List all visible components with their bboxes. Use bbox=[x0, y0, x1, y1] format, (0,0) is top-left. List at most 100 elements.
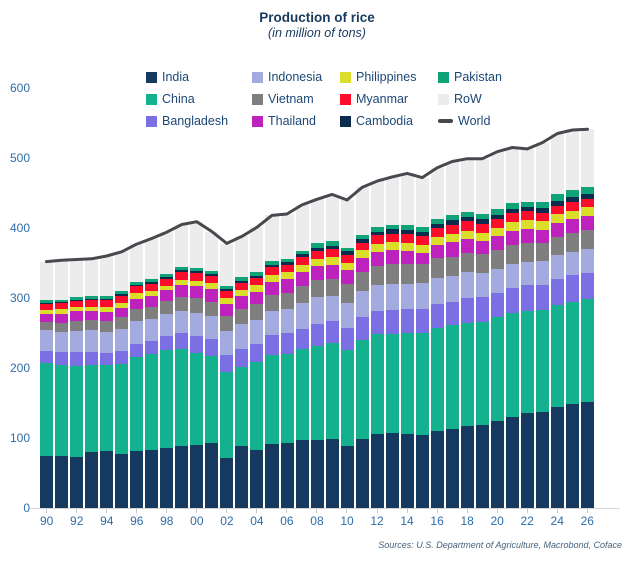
segment-india-2014 bbox=[400, 434, 414, 508]
segment-china-2007 bbox=[295, 349, 309, 441]
segment-myanmar-2021 bbox=[505, 213, 519, 223]
segment-cambodia-1996 bbox=[130, 284, 144, 287]
segment-india-2023 bbox=[536, 411, 550, 508]
segment-myanmar-2013 bbox=[385, 233, 399, 242]
legend-label: Bangladesh bbox=[162, 114, 229, 128]
segment-china-2025 bbox=[566, 301, 580, 404]
segment-bangladesh-2016 bbox=[430, 303, 444, 328]
legend-swatch-thailand bbox=[252, 115, 263, 127]
x-slot-2015 bbox=[416, 509, 429, 528]
segment-bangladesh-2011 bbox=[355, 316, 369, 341]
segment-indonesia-2013 bbox=[385, 284, 399, 310]
legend-label: India bbox=[162, 70, 190, 84]
legend-item-row: RoW bbox=[438, 92, 502, 106]
segment-pakistan-2024 bbox=[551, 194, 565, 202]
segment-bangladesh-1995 bbox=[115, 351, 129, 364]
segment-row-2023 bbox=[536, 142, 550, 202]
x-axis-line bbox=[30, 508, 620, 509]
segment-row-1991 bbox=[55, 260, 69, 300]
segment-bangladesh-2014 bbox=[400, 308, 414, 333]
segment-china-2000 bbox=[190, 353, 204, 446]
segment-thailand-2017 bbox=[445, 242, 459, 257]
legend-swatch-indonesia bbox=[252, 71, 263, 83]
segment-indonesia-2014 bbox=[400, 283, 414, 309]
legend-swatch-bangladesh bbox=[146, 115, 157, 127]
legend-swatch-india bbox=[146, 71, 157, 83]
segment-thailand-1996 bbox=[130, 298, 144, 309]
segment-india-2025 bbox=[566, 403, 580, 508]
x-slot-2024: 24 bbox=[551, 509, 564, 528]
segment-indonesia-2023 bbox=[536, 261, 550, 285]
segment-myanmar-1997 bbox=[145, 283, 159, 291]
segment-china-2023 bbox=[536, 310, 550, 412]
x-tick-label-90: 90 bbox=[40, 514, 54, 528]
segment-row-2006 bbox=[280, 214, 294, 259]
segment-china-2013 bbox=[385, 333, 399, 434]
segment-cambodia-2004 bbox=[250, 275, 264, 278]
segment-philippines-2011 bbox=[355, 250, 369, 258]
segment-china-2021 bbox=[505, 313, 519, 418]
x-slot-1995 bbox=[115, 509, 128, 528]
segment-bangladesh-2020 bbox=[490, 292, 504, 318]
segment-row-2019 bbox=[475, 158, 489, 215]
x-tick bbox=[136, 509, 138, 513]
y-tick-label-0: 0 bbox=[23, 501, 30, 515]
segment-vietnam-2009 bbox=[325, 278, 339, 296]
segment-philippines-2018 bbox=[460, 230, 474, 239]
segment-india-2004 bbox=[250, 449, 264, 508]
x-tick-label-16: 16 bbox=[430, 514, 444, 528]
legend-label: RoW bbox=[454, 92, 482, 106]
segment-china-2018 bbox=[460, 322, 474, 427]
segment-india-2026 bbox=[581, 401, 595, 508]
segment-china-2015 bbox=[415, 332, 429, 435]
segment-thailand-2008 bbox=[310, 266, 324, 281]
segment-india-2000 bbox=[190, 445, 204, 508]
legend-item-china: China bbox=[146, 92, 252, 106]
x-tick-label-14: 14 bbox=[400, 514, 414, 528]
x-slot-1992: 92 bbox=[70, 509, 83, 528]
segment-india-1997 bbox=[145, 450, 159, 508]
segment-myanmar-2023 bbox=[536, 212, 550, 222]
segment-row-2022 bbox=[521, 148, 535, 202]
segment-philippines-1995 bbox=[115, 302, 129, 308]
segment-china-2003 bbox=[235, 367, 249, 447]
segment-row-2014 bbox=[400, 173, 414, 225]
segment-philippines-2010 bbox=[340, 262, 354, 271]
x-tick-label-20: 20 bbox=[490, 514, 504, 528]
segment-row-2013 bbox=[385, 176, 399, 225]
segment-china-2014 bbox=[400, 332, 414, 435]
x-tick-label-04: 04 bbox=[250, 514, 264, 528]
segment-thailand-2001 bbox=[205, 289, 219, 302]
legend-item-india: India bbox=[146, 70, 252, 84]
segment-vietnam-1990 bbox=[40, 321, 54, 331]
chart-title: Production of rice bbox=[259, 10, 375, 25]
segment-vietnam-1999 bbox=[175, 296, 189, 311]
segment-china-1991 bbox=[55, 365, 69, 456]
bar-2015 bbox=[415, 177, 429, 508]
segment-thailand-1997 bbox=[145, 296, 159, 307]
segment-vietnam-1998 bbox=[160, 301, 174, 315]
segment-indonesia-2015 bbox=[415, 283, 429, 309]
segment-vietnam-2011 bbox=[355, 272, 369, 292]
segment-row-2004 bbox=[250, 227, 264, 273]
segment-china-2022 bbox=[521, 310, 535, 413]
segment-myanmar-2007 bbox=[295, 257, 309, 265]
segment-bangladesh-2025 bbox=[566, 275, 580, 302]
segment-row-2018 bbox=[460, 158, 474, 212]
x-tick-label-06: 06 bbox=[280, 514, 294, 528]
segment-myanmar-1994 bbox=[100, 300, 114, 308]
segment-indonesia-2003 bbox=[235, 324, 249, 349]
legend-swatch-vietnam bbox=[252, 93, 263, 105]
segment-philippines-1999 bbox=[175, 279, 189, 285]
segment-thailand-1992 bbox=[70, 311, 84, 321]
segment-india-2013 bbox=[385, 433, 399, 508]
x-tick-label-18: 18 bbox=[460, 514, 474, 528]
bar-2011 bbox=[355, 187, 369, 508]
segment-indonesia-2020 bbox=[490, 268, 504, 293]
bar-2003 bbox=[235, 236, 249, 508]
x-tick bbox=[106, 509, 108, 513]
bar-1992 bbox=[70, 259, 84, 508]
segment-indonesia-2000 bbox=[190, 312, 204, 336]
segment-philippines-1994 bbox=[100, 307, 114, 312]
legend-label: Cambodia bbox=[356, 114, 413, 128]
